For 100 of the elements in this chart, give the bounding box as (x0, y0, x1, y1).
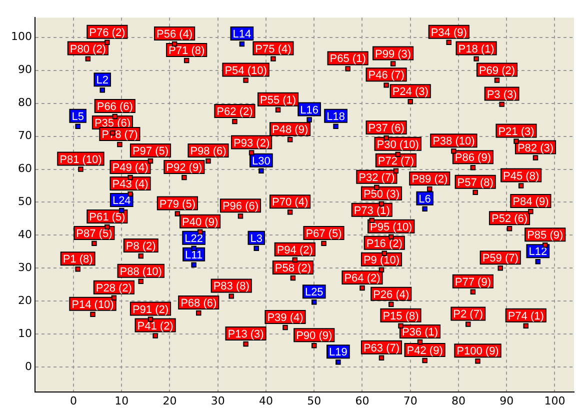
data-label: P3 (3) (486, 88, 517, 101)
data-label: P42 (9) (406, 345, 443, 358)
point (336, 360, 341, 365)
data-label: L2 (96, 74, 108, 87)
data-label: P16 (2) (366, 238, 402, 250)
data-label: P21 (3) (498, 126, 534, 138)
data-label: P62 (2) (216, 106, 253, 118)
data-label: P63 (7) (363, 342, 400, 354)
data-label: P14 (10) (72, 298, 114, 311)
data-label: P88 (10) (120, 266, 162, 278)
data-label: P73 (1) (354, 204, 390, 217)
x-tick-label: 0 (70, 394, 77, 408)
data-label: P39 (4) (267, 312, 304, 324)
data-label: P98 (6) (190, 146, 226, 158)
data-label: P50 (3) (363, 188, 400, 200)
data-label: P66 (6) (96, 101, 133, 114)
data-label: P48 (9) (272, 124, 308, 136)
data-label: P97 (5) (132, 146, 169, 158)
y-tick-label: 20 (18, 294, 32, 307)
data-label: P90 (9) (296, 330, 332, 342)
data-label: L6 (418, 193, 431, 206)
data-label: P89 (2) (412, 174, 448, 186)
data-label: P57 (8) (457, 176, 494, 189)
data-label: L18 (326, 110, 345, 123)
data-label: P40 (9) (182, 216, 218, 228)
data-label: P70 (4) (272, 196, 308, 209)
data-label: P95 (10) (370, 221, 412, 234)
data-label: P71 (8) (168, 44, 205, 57)
data-label: P100 (9) (456, 346, 499, 358)
point (254, 246, 259, 252)
data-label: P93 (2) (234, 137, 270, 150)
data-label: P37 (6) (368, 122, 404, 134)
data-label: P69 (2) (478, 64, 516, 77)
data-label: P38 (10) (432, 136, 475, 148)
y-tick-label: 90 (18, 63, 32, 76)
data-label: L3 (250, 232, 262, 245)
data-label: P75 (4) (255, 43, 292, 56)
point (258, 168, 264, 174)
data-label: L11 (185, 249, 203, 262)
data-label: P34 (9) (430, 26, 467, 39)
data-label: P58 (2) (274, 262, 311, 275)
data-label: P64 (2) (344, 272, 380, 284)
data-label: P24 (3) (392, 86, 428, 98)
data-label: P83 (8) (213, 280, 250, 293)
x-tick-label: 30 (210, 394, 225, 408)
x-tick-label: 10 (114, 394, 129, 408)
data-label: P86 (9) (454, 152, 491, 164)
y-tick-label: 80 (18, 96, 32, 110)
data-label: L25 (304, 286, 324, 299)
x-tick-label: 90 (500, 394, 514, 408)
y-tick-label: 100 (10, 30, 32, 44)
data-label: P85 (9) (527, 230, 564, 242)
data-label: P30 (10) (376, 138, 419, 151)
data-label: P1 (8) (62, 254, 93, 266)
data-label: P91 (2) (132, 304, 169, 316)
point (333, 124, 338, 130)
point (422, 206, 428, 212)
data-label: P92 (9) (166, 162, 202, 174)
data-label: P2 (7) (453, 308, 484, 321)
data-label: L14 (232, 28, 252, 41)
data-label: P61 (5) (89, 211, 126, 224)
x-tick-label: 70 (403, 394, 418, 408)
x-tick-label: 80 (452, 394, 466, 408)
y-tick-label: 70 (18, 129, 32, 142)
data-label: P45 (8) (503, 170, 540, 182)
data-label: L22 (184, 232, 203, 245)
x-tick-label: 50 (307, 394, 322, 408)
data-label: L12 (528, 246, 548, 258)
data-label: L24 (112, 195, 131, 207)
data-label: P99 (3) (375, 48, 412, 60)
data-label: P13 (3) (228, 328, 264, 341)
data-label: P72 (7) (378, 155, 414, 168)
data-label: P81 (10) (60, 154, 102, 166)
data-label: P52 (6) (491, 213, 528, 226)
data-label: P56 (4) (156, 28, 193, 41)
data-label: P68 (6) (180, 298, 217, 310)
point (191, 262, 196, 268)
y-tick-label: 0 (24, 360, 32, 373)
data-label: P49 (4) (112, 162, 148, 174)
y-tick-label: 40 (18, 228, 32, 242)
point (312, 300, 317, 305)
data-label: P59 (7) (482, 252, 518, 265)
data-label: P79 (5) (159, 198, 196, 210)
data-label: P15 (8) (382, 310, 419, 322)
data-label: L30 (252, 155, 270, 168)
x-tick-label: 100 (544, 394, 566, 408)
y-tick-label: 50 (18, 195, 32, 208)
x-tick-label: 40 (258, 394, 273, 408)
data-label: P8 (2) (126, 240, 156, 252)
data-label: P55 (1) (260, 94, 296, 106)
x-tick-label: 60 (355, 394, 370, 408)
data-label: P28 (2) (96, 282, 132, 294)
data-label: L19 (329, 346, 348, 359)
data-label: P74 (1) (508, 310, 544, 322)
y-tick-label: 60 (18, 162, 32, 176)
data-label: P82 (3) (517, 142, 554, 154)
data-label: P36 (1) (402, 326, 438, 339)
data-label: P76 (2) (89, 26, 126, 39)
data-label: P67 (5) (306, 228, 342, 240)
data-label: L16 (300, 104, 318, 116)
